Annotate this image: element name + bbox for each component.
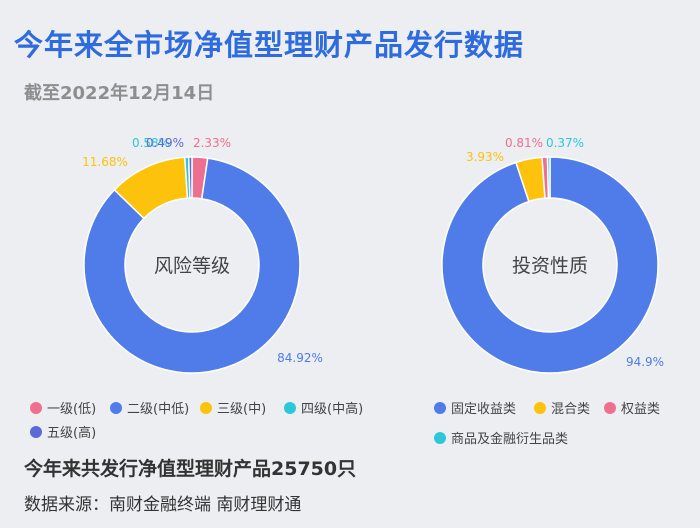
data-source-text: 数据来源：南财金融终端 南财理财通 [24, 495, 302, 515]
legend-item[interactable]: 一级(低) [30, 398, 96, 417]
donut-slice [83, 157, 301, 374]
legend-label: 五级(高) [47, 426, 97, 441]
legend-item[interactable]: 固定收益类 [434, 398, 516, 417]
legend-label: 一级(低) [47, 402, 97, 417]
legend-dot-icon [434, 401, 446, 414]
legend-label: 固定收益类 [451, 402, 517, 417]
slice-data-label: 11.68% [82, 155, 128, 169]
donut-center-label: 风险等级 [154, 255, 230, 277]
legend-dot-icon [200, 401, 212, 414]
donut-slice [546, 156, 551, 199]
total-issued-text: 今年来共发行净值型理财产品25750只 [24, 458, 357, 480]
slice-data-label: 0.81% [505, 136, 543, 150]
legend-dot-icon [30, 401, 42, 414]
slice-data-label: 84.92% [277, 351, 323, 365]
legend-label: 权益类 [621, 402, 661, 417]
legend-dot-icon [30, 425, 42, 438]
legend-dot-icon [110, 401, 122, 414]
legend-label: 混合类 [551, 402, 591, 417]
legend-item[interactable]: 四级(中高) [284, 398, 363, 417]
slice-data-label: 2.33% [193, 136, 231, 150]
legend-dot-icon [284, 401, 296, 414]
legend-dot-icon [434, 431, 446, 444]
slice-data-label: 3.93% [466, 150, 504, 164]
date-subtitle: 截至2022年12月14日 [24, 83, 215, 104]
page-title: 今年来全市场净值型理财产品发行数据 [14, 28, 525, 62]
slice-data-label: 0.37% [546, 136, 584, 150]
donut-center-label: 投资性质 [512, 255, 588, 277]
slice-data-label: 0.58% [132, 136, 170, 150]
legend-item[interactable]: 二级(中低) [110, 398, 189, 417]
legend-label: 四级(中高) [301, 402, 364, 417]
legend-item[interactable]: 混合类 [534, 398, 590, 417]
slice-data-label: 94.9% [626, 355, 664, 369]
legend-item[interactable]: 商品及金融衍生品类 [434, 428, 568, 447]
legend-dot-icon [534, 401, 546, 414]
legend-item[interactable]: 五级(高) [30, 422, 96, 441]
legend-label: 三级(中) [217, 402, 267, 417]
legend-item[interactable]: 三级(中) [200, 398, 266, 417]
legend-label: 二级(中低) [127, 402, 190, 417]
slice-data-label: 0.49% [146, 136, 184, 150]
legend-item[interactable]: 权益类 [604, 398, 660, 417]
legend-dot-icon [604, 401, 616, 414]
donut-slice [187, 156, 193, 199]
legend-label: 商品及金融衍生品类 [451, 432, 569, 447]
donut-slice [441, 156, 659, 374]
